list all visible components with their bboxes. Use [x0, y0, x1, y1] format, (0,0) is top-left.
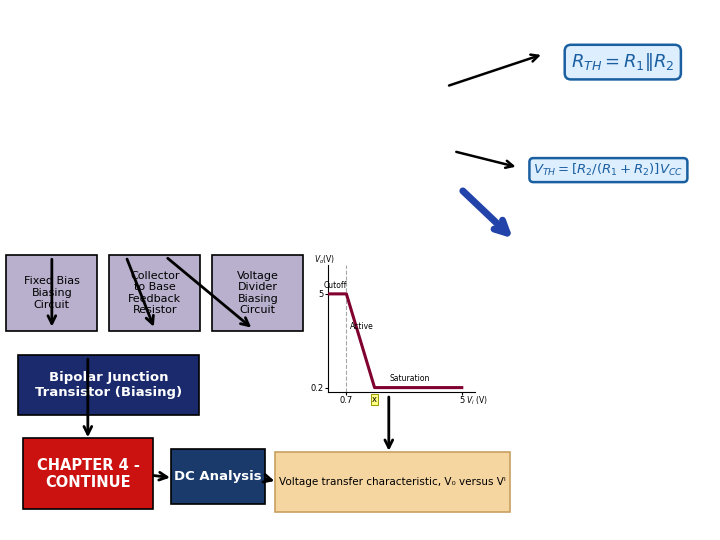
Bar	[299, 49, 464, 246]
Text: Voltage
Divider
Biasing
Circuit: Voltage Divider Biasing Circuit	[237, 271, 279, 315]
FancyBboxPatch shape	[18, 355, 199, 415]
FancyBboxPatch shape	[212, 255, 303, 331]
FancyBboxPatch shape	[23, 438, 153, 509]
FancyBboxPatch shape	[6, 255, 97, 331]
Bar	[4, 49, 158, 256]
Text: Cutoff: Cutoff	[323, 281, 347, 290]
FancyBboxPatch shape	[109, 255, 200, 331]
Bar	[497, 216, 709, 394]
FancyBboxPatch shape	[275, 452, 510, 512]
Text: $V_i$ (V): $V_i$ (V)	[466, 394, 487, 407]
Text: DC Analysis: DC Analysis	[174, 470, 261, 483]
Text: $V_o$(V): $V_o$(V)	[314, 254, 336, 266]
Text: Collector
to Base
Feedback
Resistor: Collector to Base Feedback Resistor	[128, 271, 181, 315]
Text: Fixed Bias
Biasing
Circuit: Fixed Bias Biasing Circuit	[24, 276, 80, 309]
Text: Active: Active	[351, 322, 374, 331]
Text: x: x	[372, 395, 377, 404]
Text: Voltage transfer characteristic, V₀ versus Vᴵ: Voltage transfer characteristic, V₀ vers…	[279, 477, 505, 487]
Text: Bipolar Junction
Transistor (Biasing): Bipolar Junction Transistor (Biasing)	[35, 371, 182, 399]
Text: Saturation: Saturation	[390, 374, 430, 383]
Text: $R_{TH} = R_1\|R_2$: $R_{TH} = R_1\|R_2$	[571, 51, 675, 73]
Text: $V_{TH} = [R_2/(R_1 + R_2)]V_{CC}$: $V_{TH} = [R_2/(R_1 + R_2)]V_{CC}$	[534, 162, 683, 178]
Text: CHAPTER 4 -
CONTINUE: CHAPTER 4 - CONTINUE	[37, 457, 140, 490]
Bar	[166, 49, 292, 224]
FancyBboxPatch shape	[171, 449, 265, 504]
